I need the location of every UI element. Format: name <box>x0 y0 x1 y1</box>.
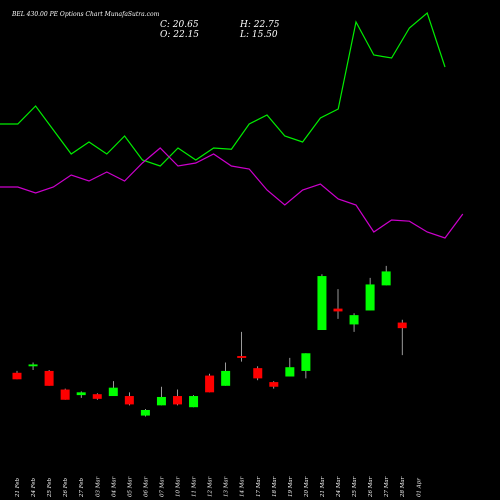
x-tick-label: 26 Feb <box>63 477 69 498</box>
candle-3 <box>44 370 54 386</box>
x-tick-label: 28 Mar <box>400 476 406 498</box>
candle-20 <box>317 274 327 331</box>
candle-body <box>317 276 327 331</box>
candle-8 <box>124 392 134 406</box>
candle-4 <box>60 388 70 400</box>
x-tick-label: 18 Mar <box>272 476 278 497</box>
candle-body <box>301 353 311 371</box>
x-tick-label: 24 Mar <box>336 476 342 498</box>
candle-7 <box>108 381 118 397</box>
candle-body <box>44 370 54 386</box>
low-value: L: 15.50 <box>239 30 278 40</box>
x-tick-label: 01 Apr <box>416 478 422 497</box>
x-tick-label: 04 Mar <box>111 476 117 497</box>
x-tick-label: 20 Mar <box>304 476 310 498</box>
close-value: C: 20.65 <box>160 20 199 30</box>
candle-body <box>333 308 343 312</box>
candles <box>12 265 407 417</box>
candle-body <box>253 368 263 379</box>
candle-13 <box>205 373 215 393</box>
chart-title: BEL 430.00 PE Options Chart MunafaSutra.… <box>11 11 160 18</box>
x-tick-label: 03 Mar <box>95 476 101 497</box>
green-indicator-line <box>0 11 446 167</box>
x-tick-label: 21 Mar <box>320 476 326 498</box>
candle-16 <box>253 366 263 381</box>
x-axis: 21 Feb 24 Feb 25 Feb 26 Feb 27 Feb 03 Mar 04 M… <box>15 476 422 498</box>
candle-24 <box>381 265 391 286</box>
candle-18 <box>285 357 295 377</box>
candle-body <box>140 409 150 416</box>
candle-body <box>221 370 231 386</box>
x-tick-label: 19 Mar <box>288 476 294 497</box>
candle-19 <box>301 353 311 379</box>
x-tick-label: 05 Mar <box>127 476 133 497</box>
candle-body <box>397 322 407 329</box>
x-tick-label: 27 Feb <box>79 477 85 498</box>
candle-17 <box>269 381 279 389</box>
candle-body <box>349 315 359 325</box>
x-tick-label: 17 Mar <box>256 476 262 497</box>
candle-25 <box>397 319 407 356</box>
candle-body <box>285 367 295 377</box>
high-value: H: 22.75 <box>239 20 280 30</box>
candle-body <box>156 396 166 406</box>
x-tick-label: 10 Mar <box>176 476 182 497</box>
candle-21 <box>333 289 343 319</box>
x-tick-label: 07 Mar <box>159 476 165 497</box>
candle-body <box>173 396 182 405</box>
candle-23 <box>365 277 375 311</box>
open-value: O: 22.15 <box>160 30 199 40</box>
candle-body <box>365 284 375 311</box>
candle-body <box>205 375 215 393</box>
candle-6 <box>92 393 102 400</box>
candle-body <box>237 356 247 358</box>
candle-11 <box>173 389 182 406</box>
candle-5 <box>76 391 86 398</box>
x-tick-label: 21 Feb <box>15 477 21 498</box>
candle-12 <box>189 395 199 408</box>
candle-body <box>108 387 118 397</box>
candle-body <box>12 372 22 380</box>
candle-body <box>189 396 199 408</box>
x-tick-label: 26 Mar <box>368 476 374 498</box>
candle-body <box>28 364 38 367</box>
candle-9 <box>140 409 150 417</box>
candle-2 <box>28 362 38 370</box>
x-tick-label: 25 Mar <box>352 476 358 498</box>
magenta-indicator-line <box>0 147 464 239</box>
x-tick-label: 25 Feb <box>47 477 53 498</box>
candle-body <box>269 382 279 387</box>
candle-15 <box>237 331 247 362</box>
x-tick-label: 11 Mar <box>192 476 198 497</box>
x-tick-label: 24 Feb <box>31 477 37 498</box>
candle-10 <box>156 386 166 406</box>
candle-body <box>92 394 102 399</box>
candle-body <box>124 396 134 405</box>
candle-body <box>60 389 70 400</box>
x-tick-label: 12 Mar <box>208 476 214 497</box>
candle-22 <box>349 313 359 332</box>
x-tick-label: 27 Mar <box>384 476 390 498</box>
candle-14 <box>221 362 231 386</box>
x-tick-label: 13 Mar <box>224 476 230 497</box>
candle-1 <box>12 370 22 380</box>
indicator-lines <box>0 11 464 239</box>
x-tick-label: 14 Mar <box>240 476 246 497</box>
x-tick-label: 06 Mar <box>143 476 149 497</box>
candle-body <box>381 271 391 286</box>
candle-body <box>76 392 86 396</box>
